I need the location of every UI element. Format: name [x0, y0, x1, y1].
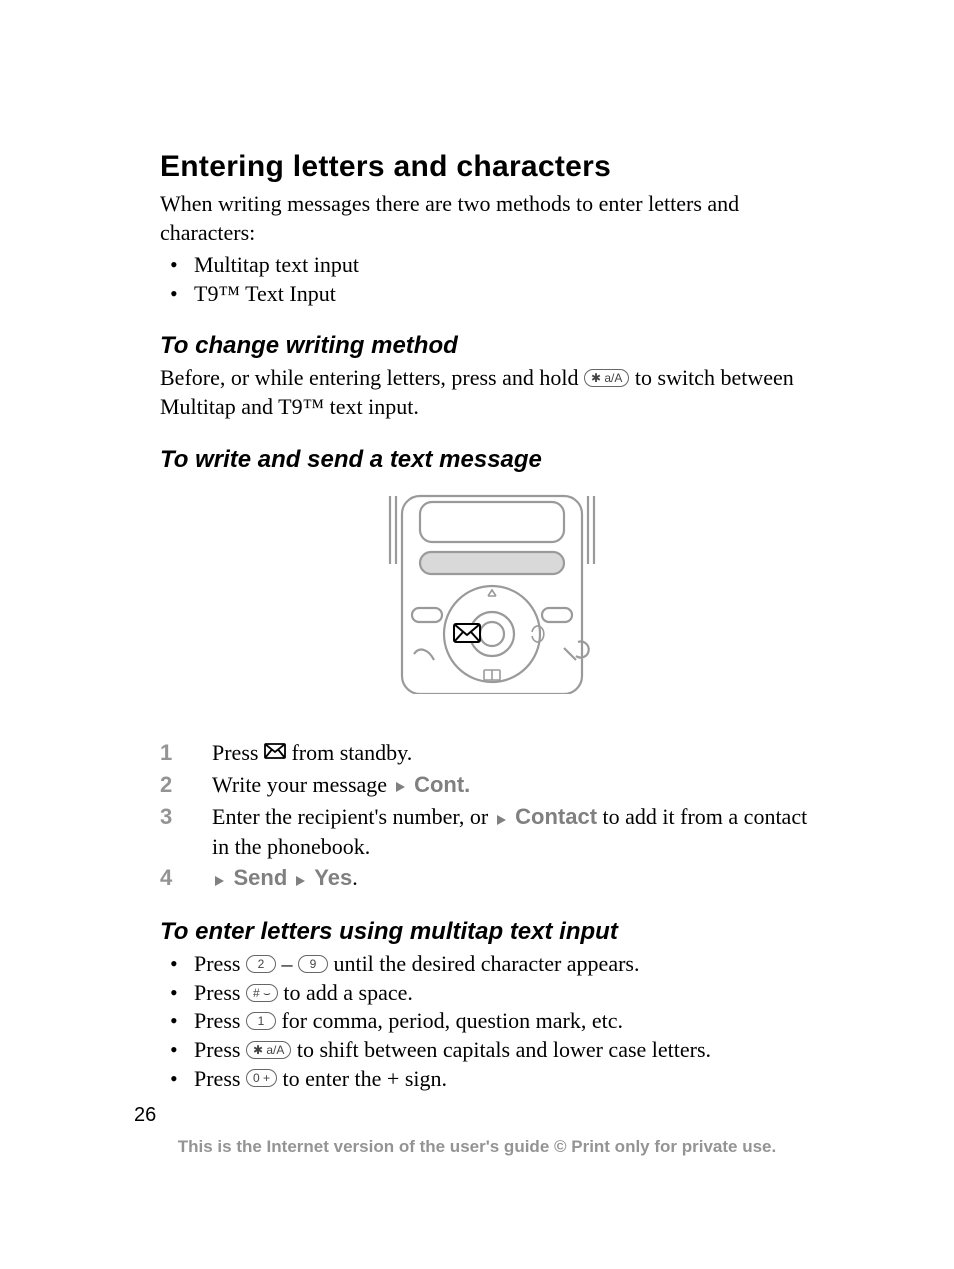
sub-heading-send: To write and send a text message	[160, 446, 824, 474]
list-item: Press ✱ a/A to shift between capitals an…	[170, 1036, 824, 1065]
steps-list: 1 Press from standby. 2 Write your messa…	[160, 739, 824, 895]
action-label: Contact	[515, 804, 597, 829]
phone-illustration	[160, 494, 824, 699]
envelope-icon	[264, 738, 286, 767]
text-fragment: –	[276, 951, 298, 976]
text-fragment: Press	[194, 980, 246, 1005]
star-key-icon: ✱ a/A	[584, 369, 629, 387]
arrow-icon	[395, 772, 407, 801]
text-fragment: Before, or while entering letters, press…	[160, 365, 584, 390]
text-fragment: Press	[194, 1066, 246, 1091]
step-item: 4 Send Yes.	[160, 864, 824, 894]
text-fragment: Write your message	[212, 772, 393, 797]
step-item: 2 Write your message Cont.	[160, 771, 824, 801]
step-number: 4	[160, 864, 212, 893]
text-fragment: until the desired character appears.	[328, 951, 640, 976]
action-label: Yes	[314, 865, 352, 890]
change-method-text: Before, or while entering letters, press…	[160, 364, 824, 421]
text-fragment: .	[352, 865, 358, 890]
text-fragment: for comma, period, question mark, etc.	[276, 1008, 623, 1033]
list-item: Press 1 for comma, period, question mark…	[170, 1007, 824, 1036]
intro-text: When writing messages there are two meth…	[160, 190, 824, 247]
list-item: T9™ Text Input	[170, 280, 824, 309]
text-fragment: from standby.	[286, 740, 412, 765]
multitap-list: Press 2 – 9 until the desired character …	[160, 950, 824, 1093]
action-label: Send	[234, 865, 288, 890]
list-item: Multitap text input	[170, 251, 824, 280]
page-number: 26	[134, 1104, 156, 1127]
key-2-icon: 2	[246, 955, 276, 973]
text-fragment: to add a space.	[278, 980, 413, 1005]
key-hash-icon: # ⌣	[246, 984, 278, 1002]
text-fragment: Press	[194, 951, 246, 976]
list-item: Press 2 – 9 until the desired character …	[170, 950, 824, 979]
text-fragment: Press	[194, 1037, 246, 1062]
main-heading: Entering letters and characters	[160, 150, 824, 184]
sub-heading-multitap: To enter letters using multitap text inp…	[160, 918, 824, 946]
text-fragment: Press	[194, 1008, 246, 1033]
page-content: Entering letters and characters When wri…	[0, 0, 954, 1093]
key-9-icon: 9	[298, 955, 328, 973]
list-item: Press 0 + to enter the + sign.	[170, 1065, 824, 1094]
phone-svg-icon	[372, 494, 612, 694]
step-number: 1	[160, 739, 212, 768]
arrow-icon	[214, 866, 226, 895]
text-fragment: to shift between capitals and lower case…	[291, 1037, 711, 1062]
key-0-icon: 0 +	[246, 1069, 277, 1087]
text-fragment: Press	[212, 740, 264, 765]
step-text: Enter the recipient's number, or Contact…	[212, 803, 824, 862]
step-text: Press from standby.	[212, 739, 824, 769]
text-fragment: Enter the recipient's number, or	[212, 804, 494, 829]
text-fragment: to enter the + sign.	[277, 1066, 447, 1091]
star-key-icon: ✱ a/A	[246, 1041, 291, 1059]
key-1-icon: 1	[246, 1012, 276, 1030]
step-item: 3 Enter the recipient's number, or Conta…	[160, 803, 824, 862]
action-label: Cont.	[414, 772, 470, 797]
list-item: Press # ⌣ to add a space.	[170, 979, 824, 1008]
arrow-icon	[295, 866, 307, 895]
sub-heading-change: To change writing method	[160, 332, 824, 360]
methods-list: Multitap text input T9™ Text Input	[160, 251, 824, 308]
step-number: 3	[160, 803, 212, 832]
step-item: 1 Press from standby.	[160, 739, 824, 769]
arrow-icon	[496, 805, 508, 834]
step-number: 2	[160, 771, 212, 800]
step-text: Write your message Cont.	[212, 771, 824, 801]
footer-text: This is the Internet version of the user…	[0, 1137, 954, 1157]
step-text: Send Yes.	[212, 864, 824, 894]
